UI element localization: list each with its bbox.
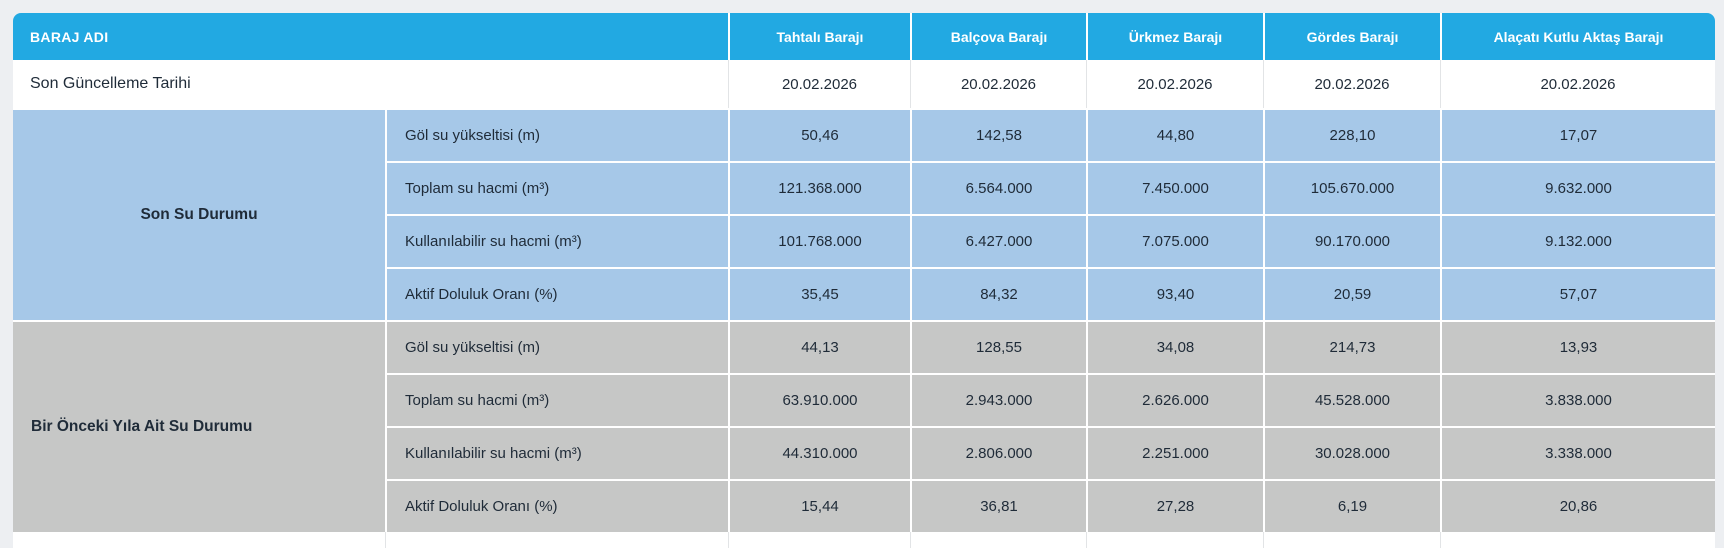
metric-label-usable-volume: Kullanılabilir su hacmi (m³) [385, 426, 728, 479]
value-cell: 2.806.000 [910, 426, 1086, 479]
value-cell: 101.768.000 [728, 214, 910, 267]
metric-label-total-volume: Toplam su hacmi (m³) [385, 161, 728, 214]
partial-row-cell [910, 532, 1086, 548]
value-cell: 2.943.000 [910, 373, 1086, 426]
value-cell: 121.368.000 [728, 161, 910, 214]
header-cell-dam-alacati: Alaçatı Kutlu Aktaş Barajı [1440, 13, 1715, 60]
value-cell: 6.427.000 [910, 214, 1086, 267]
value-cell: 44,13 [728, 320, 910, 373]
metric-label-usable-volume: Kullanılabilir su hacmi (m³) [385, 214, 728, 267]
update-date-cell: 20.02.2026 [910, 60, 1086, 108]
value-cell: 214,73 [1263, 320, 1440, 373]
dam-status-table: BARAJ ADI Tahtalı Barajı Balçova Barajı … [13, 13, 1715, 548]
value-cell: 15,44 [728, 479, 910, 532]
partial-row-cell [1086, 532, 1263, 548]
partial-row-cell [1440, 532, 1715, 548]
value-cell: 50,46 [728, 108, 910, 161]
value-cell: 27,28 [1086, 479, 1263, 532]
value-cell: 44.310.000 [728, 426, 910, 479]
value-cell: 90.170.000 [1263, 214, 1440, 267]
value-cell: 3.838.000 [1440, 373, 1715, 426]
metric-label-lake-level: Göl su yükseltisi (m) [385, 108, 728, 161]
value-cell: 13,93 [1440, 320, 1715, 373]
value-cell: 35,45 [728, 267, 910, 320]
value-cell: 84,32 [910, 267, 1086, 320]
partial-row-cell [1263, 532, 1440, 548]
value-cell: 45.528.000 [1263, 373, 1440, 426]
value-cell: 36,81 [910, 479, 1086, 532]
update-date-cell: 20.02.2026 [728, 60, 910, 108]
value-cell: 6,19 [1263, 479, 1440, 532]
value-cell: 3.338.000 [1440, 426, 1715, 479]
header-cell-dam-gordes: Gördes Barajı [1263, 13, 1440, 60]
update-date-cell: 20.02.2026 [1263, 60, 1440, 108]
header-cell-dam-urkmez: Ürkmez Barajı [1086, 13, 1263, 60]
update-date-cell: 20.02.2026 [1440, 60, 1715, 108]
value-cell: 20,86 [1440, 479, 1715, 532]
value-cell: 228,10 [1263, 108, 1440, 161]
value-cell: 7.075.000 [1086, 214, 1263, 267]
header-cell-dam-balcova: Balçova Barajı [910, 13, 1086, 60]
value-cell: 142,58 [910, 108, 1086, 161]
partial-row-cell [728, 532, 910, 548]
header-cell-dam-tahtali: Tahtalı Barajı [728, 13, 910, 60]
metric-label-lake-level: Göl su yükseltisi (m) [385, 320, 728, 373]
value-cell: 9.632.000 [1440, 161, 1715, 214]
update-date-cell: 20.02.2026 [1086, 60, 1263, 108]
metric-label-total-volume: Toplam su hacmi (m³) [385, 373, 728, 426]
value-cell: 2.626.000 [1086, 373, 1263, 426]
value-cell: 6.564.000 [910, 161, 1086, 214]
section-title-previous-year: Bir Önceki Yıla Ait Su Durumu [13, 320, 385, 532]
value-cell: 128,55 [910, 320, 1086, 373]
value-cell: 9.132.000 [1440, 214, 1715, 267]
value-cell: 2.251.000 [1086, 426, 1263, 479]
value-cell: 30.028.000 [1263, 426, 1440, 479]
metric-label-fill-rate: Aktif Doluluk Oranı (%) [385, 479, 728, 532]
value-cell: 7.450.000 [1086, 161, 1263, 214]
value-cell: 34,08 [1086, 320, 1263, 373]
section-title-current-status: Son Su Durumu [13, 108, 385, 320]
header-cell-baraj-adi: BARAJ ADI [13, 13, 728, 60]
value-cell: 44,80 [1086, 108, 1263, 161]
value-cell: 17,07 [1440, 108, 1715, 161]
partial-row-cell [385, 532, 728, 548]
metric-label-fill-rate: Aktif Doluluk Oranı (%) [385, 267, 728, 320]
update-date-label: Son Güncelleme Tarihi [13, 60, 728, 108]
value-cell: 63.910.000 [728, 373, 910, 426]
value-cell: 57,07 [1440, 267, 1715, 320]
value-cell: 93,40 [1086, 267, 1263, 320]
value-cell: 20,59 [1263, 267, 1440, 320]
value-cell: 105.670.000 [1263, 161, 1440, 214]
partial-row-cell [13, 532, 385, 548]
